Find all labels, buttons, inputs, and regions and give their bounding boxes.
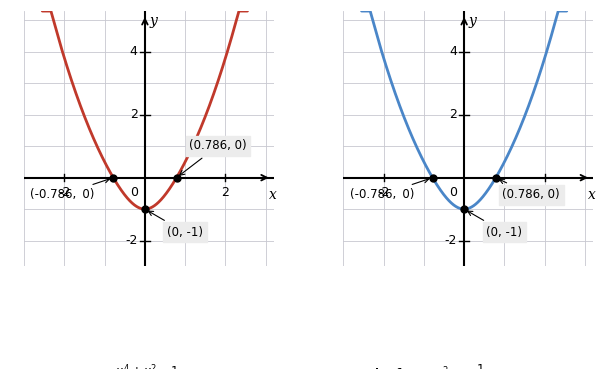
Text: x: x xyxy=(269,188,276,202)
Text: x: x xyxy=(588,188,596,202)
Text: -2: -2 xyxy=(445,234,457,247)
Text: 2: 2 xyxy=(449,108,457,121)
Text: (0.786, 0): (0.786, 0) xyxy=(180,139,247,175)
Text: (0.786, 0): (0.786, 0) xyxy=(499,179,560,201)
Text: 2: 2 xyxy=(541,186,549,200)
Text: 0: 0 xyxy=(129,186,138,200)
Text: -2: -2 xyxy=(125,234,138,247)
Text: $\mathbf{Graph\ of}\ \ y_1 = \dfrac{x^4+x^2-1}{x^2+1}$: $\mathbf{Graph\ of}\ \ y_1 = \dfrac{x^4+… xyxy=(24,362,180,369)
Text: $\mathbf{Graph\ of}\ \ y_2 = x^2 - \dfrac{1}{x^2+1}$: $\mathbf{Graph\ of}\ \ y_2 = x^2 - \dfra… xyxy=(344,362,500,369)
Text: (0, -1): (0, -1) xyxy=(468,211,522,239)
Text: 2: 2 xyxy=(130,108,138,121)
Text: 2: 2 xyxy=(221,186,229,200)
Text: y: y xyxy=(469,14,477,28)
Text: -2: -2 xyxy=(378,186,390,200)
Text: 4: 4 xyxy=(130,45,138,58)
Text: (-0.786,  0): (-0.786, 0) xyxy=(350,178,429,201)
Text: 4: 4 xyxy=(449,45,457,58)
Text: -2: -2 xyxy=(58,186,71,200)
Text: (0, -1): (0, -1) xyxy=(148,211,203,239)
Text: 0: 0 xyxy=(449,186,457,200)
Text: (-0.786,  0): (-0.786, 0) xyxy=(30,178,110,201)
Text: y: y xyxy=(149,14,157,28)
